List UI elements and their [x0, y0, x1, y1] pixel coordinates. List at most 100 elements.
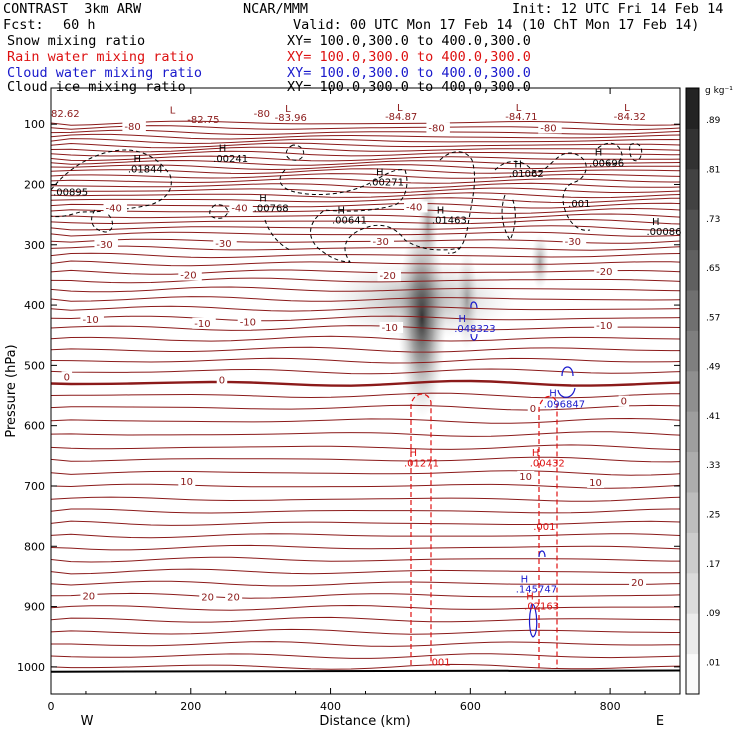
extremum-label: .00432: [530, 459, 565, 470]
temperature-contour: [51, 245, 680, 251]
colorbar-segment: [686, 370, 699, 412]
temperature-label: -80: [428, 123, 444, 134]
colorbar-label: .89: [706, 116, 721, 126]
temperature-contour: [51, 315, 680, 322]
temperature-contour: [51, 213, 680, 220]
temperature-label: 0: [64, 372, 70, 383]
temperature-contour: [51, 197, 680, 204]
colorbar-segment: [686, 451, 699, 493]
extremum-label: H: [526, 591, 534, 602]
forecast-label: Fcst:: [3, 17, 44, 33]
temperature-label: 10: [519, 472, 532, 483]
extremum-label: H: [595, 148, 603, 159]
field-name-cloudwater: Cloud water mixing ratio: [7, 65, 203, 81]
temperature-label: 20: [201, 593, 214, 604]
extremum-label: -84.32: [614, 112, 646, 123]
temperature-label-bg: [538, 122, 562, 134]
extremum-label: H: [652, 217, 660, 228]
extremum-label: L: [624, 103, 630, 114]
extremum-label: .00895: [53, 187, 88, 198]
extremum-label: H: [338, 205, 346, 216]
colorbar: .01 .09 .17 .25 .33 .41 .49 .57 .65 .73 .81 .89: [685, 87, 721, 695]
temperature-label: -20: [379, 271, 395, 282]
temperature-label-bg: [251, 107, 276, 119]
colorbar-segment: [686, 330, 699, 372]
temperature-contour: [51, 133, 680, 140]
temperature-contour: [51, 277, 680, 284]
temperature-contour: [51, 533, 680, 539]
east-label: E: [656, 714, 664, 729]
field-xy-rain: XY= 100.0,300.0 to 400.0,300.0: [287, 49, 531, 65]
colorbar-label: .09: [706, 609, 721, 619]
colorbar-segment: [686, 209, 699, 251]
cloud-water-contour: [470, 333, 478, 341]
temperature-contour: [51, 653, 680, 659]
forecast-hour: 60 h: [63, 17, 96, 33]
temperature-contour: [51, 568, 680, 575]
cloud-water-contour: [561, 366, 574, 377]
temperature-contour: [51, 346, 680, 353]
extremum-label: H: [259, 193, 267, 204]
temperature-label: 20: [82, 591, 95, 602]
temperature-contour: [51, 192, 680, 199]
temperature-label-bg: [618, 395, 630, 407]
temperature-label-bg: [103, 202, 128, 214]
temperature-contour: [51, 544, 680, 551]
cloud-ice-contour: [264, 219, 291, 251]
temperature-label-bg: [370, 235, 394, 247]
extremum-label: H: [376, 167, 384, 178]
extremum-label: .00768: [254, 204, 289, 215]
temperature-label: -40: [106, 204, 122, 215]
temperature-label-bg: [594, 320, 618, 332]
chart-overlay: -80 -80 -80 -80 82.62 -40 -40 -40 -30 -30 -30 -30 -2…: [49, 103, 681, 669]
colorbar-segment: [686, 249, 699, 291]
y-tick-label: 600: [24, 420, 45, 433]
temperature-label-bg: [213, 238, 237, 250]
mixing-ratio-shade: [531, 234, 549, 290]
cloud-ice-contour: [51, 149, 172, 218]
y-tick-label: 700: [24, 480, 45, 493]
rain-water-contour: [538, 395, 558, 668]
cloud-ice-contour: [91, 209, 113, 233]
extremum-label: .01463: [432, 216, 467, 227]
temperature-label: 82.62: [51, 109, 80, 120]
center-label: NCAR/MMM: [243, 1, 309, 17]
temperature-label-bg: [80, 314, 104, 326]
cloud-ice-contour: [629, 143, 643, 162]
temperature-contour: [51, 168, 680, 175]
y-tick-label: 300: [24, 239, 45, 252]
temperature-contour: [51, 177, 680, 184]
extremum-label: .048323: [454, 324, 495, 335]
temperature-contour: [51, 508, 680, 514]
extremum-label: .00271: [369, 178, 404, 189]
cloud-ice-contour: [209, 204, 229, 219]
temperature-label: -30: [96, 240, 112, 251]
y-tick-label: 900: [24, 601, 45, 614]
temperature-contour: [51, 616, 680, 623]
cloud-ice-contours: [51, 142, 643, 263]
west-label: W: [81, 714, 94, 729]
colorbar-label: .01: [706, 658, 720, 668]
colorbar-label: .65: [706, 264, 720, 274]
temperature-label: 0: [621, 397, 627, 408]
cloud-ice-contour: [494, 152, 591, 231]
extremum-label: .145747: [516, 585, 557, 596]
extremum-label: .00696: [589, 158, 624, 169]
temperature-contour: [51, 592, 680, 599]
temperature-label: -10: [596, 321, 612, 332]
temperature-contour: [51, 431, 680, 437]
valid-time: Valid: 00 UTC Mon 17 Feb 14 (10 ChT Mon …: [293, 17, 700, 33]
x-axis-label: Distance (km): [319, 714, 410, 729]
temperature-contour: [51, 286, 680, 293]
mixing-ratio-shade: [398, 218, 446, 418]
temperature-label-bg: [379, 322, 404, 334]
field-xy-cloudwater: XY= 100.0,300.0 to 400.0,300.0: [287, 65, 531, 81]
temperature-label-bg: [61, 371, 73, 383]
cloud-ice-contour: [279, 169, 461, 263]
rain-water-contours: [410, 393, 558, 668]
colorbar-segment: [686, 168, 699, 210]
temperature-contour: [51, 138, 680, 145]
temperature-label: -20: [596, 267, 612, 278]
y-axis-label: Pressure (hPa): [4, 344, 19, 437]
cloud-water-contour: [538, 550, 546, 558]
